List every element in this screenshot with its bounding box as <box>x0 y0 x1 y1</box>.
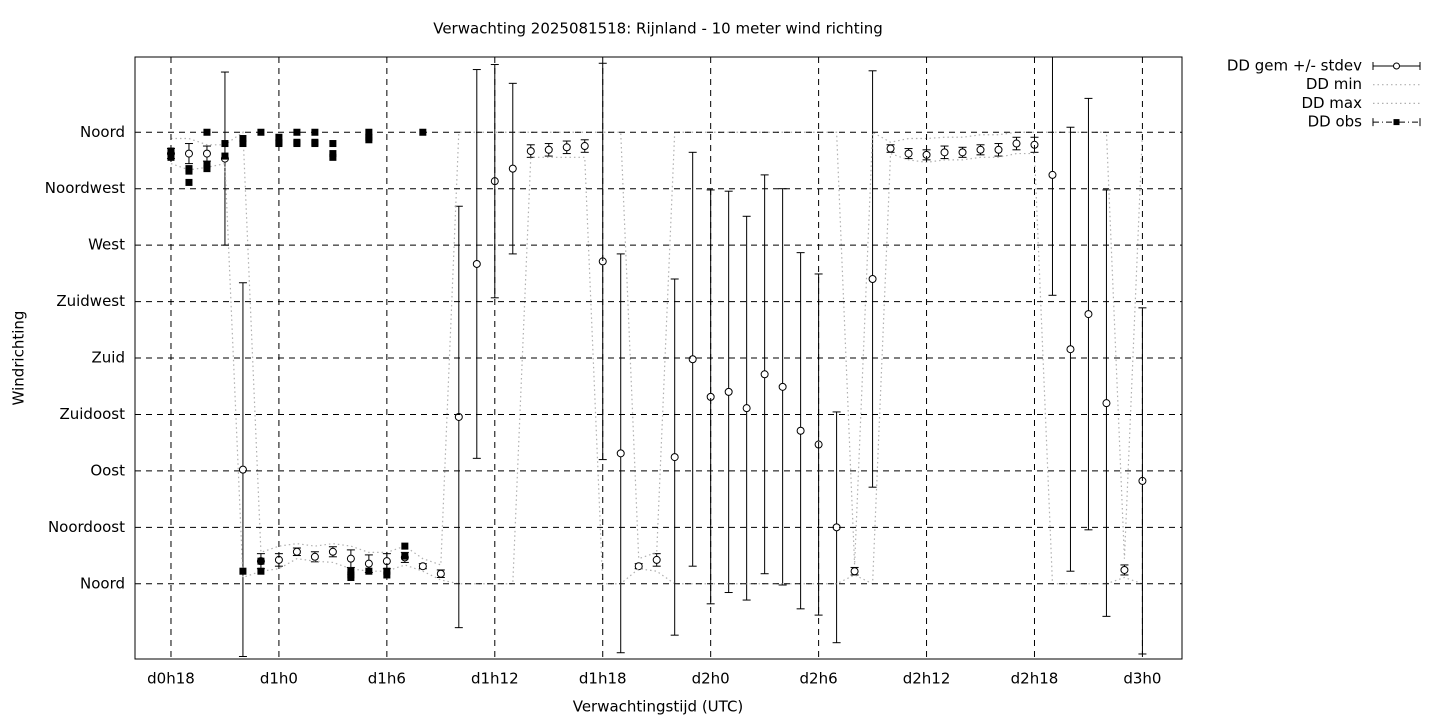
y-tick-label: Zuidoost <box>59 405 125 423</box>
x-tick-label: d2h0 <box>692 670 730 688</box>
legend-swatch <box>1393 62 1400 70</box>
x-tick-label: d1h0 <box>260 670 298 688</box>
mean-point <box>544 145 553 154</box>
mean-point <box>1120 565 1129 574</box>
mean-point <box>328 547 337 556</box>
legend-label: DD max <box>1301 94 1362 112</box>
y-tick-label: Zuidwest <box>56 292 125 310</box>
x-tick-label: d2h12 <box>903 670 951 688</box>
y-tick-label: Zuid <box>92 349 125 367</box>
obs-point <box>383 567 391 575</box>
mean-point <box>850 567 859 576</box>
obs-point <box>401 552 409 560</box>
mean-point <box>1084 310 1093 319</box>
mean-point <box>436 569 445 578</box>
mean-point <box>346 554 355 563</box>
mean-point <box>868 274 877 283</box>
obs-point <box>167 147 175 155</box>
legend-label: DD min <box>1306 75 1362 93</box>
legend-swatch <box>1393 119 1400 126</box>
y-tick-label: Noord <box>80 123 125 141</box>
mean-point <box>454 412 463 421</box>
obs-point <box>401 542 409 550</box>
mean-point <box>310 552 319 561</box>
mean-point <box>778 382 787 391</box>
mean-point <box>616 449 625 458</box>
obs-point <box>365 567 373 575</box>
x-tick-label: d2h6 <box>800 670 838 688</box>
mean-point <box>940 148 949 157</box>
obs-point <box>239 567 247 575</box>
mean-point <box>580 142 589 151</box>
obs-point <box>203 161 211 169</box>
obs-point <box>311 140 319 148</box>
mean-point <box>1066 345 1075 354</box>
mean-point <box>760 370 769 379</box>
mean-point <box>1102 399 1111 408</box>
mean-point <box>958 148 967 157</box>
x-axis-label: Verwachtingstijd (UTC) <box>573 698 744 716</box>
range-line <box>170 152 1143 585</box>
x-tick-label: d2h18 <box>1011 670 1059 688</box>
obs-point <box>329 150 337 158</box>
obs-point <box>185 167 193 175</box>
obs-point <box>293 140 301 148</box>
chart-title: Verwachting 2025081518: Rijnland - 10 me… <box>433 20 883 38</box>
mean-point <box>508 164 517 173</box>
mean-point <box>184 149 193 158</box>
mean-point <box>202 149 211 158</box>
mean-point <box>1048 170 1057 179</box>
mean-point <box>472 259 481 268</box>
mean-point <box>670 453 679 462</box>
obs-point <box>221 140 229 148</box>
y-tick-label: Oost <box>90 461 125 479</box>
mean-point <box>904 149 913 158</box>
mean-point <box>634 562 643 571</box>
y-tick-label: Noord <box>80 574 125 592</box>
range-line <box>170 131 1144 566</box>
mean-point <box>886 144 895 153</box>
mean-point <box>994 145 1003 154</box>
mean-point <box>526 147 535 156</box>
legend-label: DD obs <box>1308 113 1363 131</box>
y-tick-label: Noordoost <box>48 518 125 536</box>
mean-point <box>418 562 427 571</box>
obs-point <box>257 557 265 565</box>
mean-point <box>562 143 571 152</box>
legend-label: DD gem +/- stdev <box>1227 57 1362 75</box>
obs-point <box>275 140 283 148</box>
mean-point <box>688 355 697 364</box>
x-tick-label: d0h18 <box>147 670 195 688</box>
obs-point <box>221 152 229 160</box>
obs-point <box>239 135 247 143</box>
obs-point <box>347 567 355 575</box>
mean-point <box>976 145 985 154</box>
obs-point <box>347 573 355 581</box>
x-tick-label: d1h12 <box>471 670 519 688</box>
obs-point <box>329 153 337 161</box>
obs-point <box>365 136 373 144</box>
mean-point <box>1012 139 1021 148</box>
mean-point <box>742 404 751 413</box>
obs-point <box>293 128 301 136</box>
y-tick-label: Noordwest <box>45 179 125 197</box>
x-tick-label: d3h0 <box>1123 670 1161 688</box>
mean-point <box>652 555 661 564</box>
mean-point <box>796 426 805 435</box>
obs-point <box>329 140 337 148</box>
obs-point <box>185 178 193 186</box>
obs-point <box>203 165 211 173</box>
mean-point <box>238 465 247 474</box>
x-tick-label: d1h6 <box>368 670 406 688</box>
mean-point <box>364 559 373 568</box>
mean-point <box>292 547 301 556</box>
plot-area <box>166 57 1147 657</box>
mean-point <box>724 387 733 396</box>
y-tick-label: West <box>88 236 125 254</box>
x-tick-label: d1h18 <box>579 670 627 688</box>
obs-point <box>257 567 265 575</box>
y-axis-label: Windrichting <box>10 311 28 406</box>
obs-point <box>239 140 247 148</box>
